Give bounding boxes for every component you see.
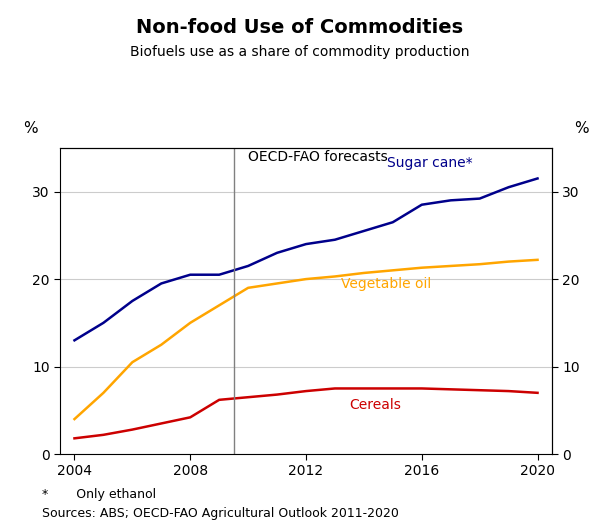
Text: Sources: ABS; OECD-FAO Agricultural Outlook 2011-2020: Sources: ABS; OECD-FAO Agricultural Outl…	[42, 507, 399, 520]
Text: Sugar cane*: Sugar cane*	[387, 156, 473, 170]
Text: %: %	[574, 120, 589, 136]
Text: Non-food Use of Commodities: Non-food Use of Commodities	[136, 18, 464, 37]
Text: Biofuels use as a share of commodity production: Biofuels use as a share of commodity pro…	[130, 45, 470, 59]
Text: *       Only ethanol: * Only ethanol	[42, 488, 156, 502]
Text: %: %	[23, 120, 38, 136]
Text: OECD-FAO forecasts: OECD-FAO forecasts	[248, 150, 388, 164]
Text: Cereals: Cereals	[349, 398, 401, 412]
Text: Vegetable oil: Vegetable oil	[341, 277, 431, 291]
